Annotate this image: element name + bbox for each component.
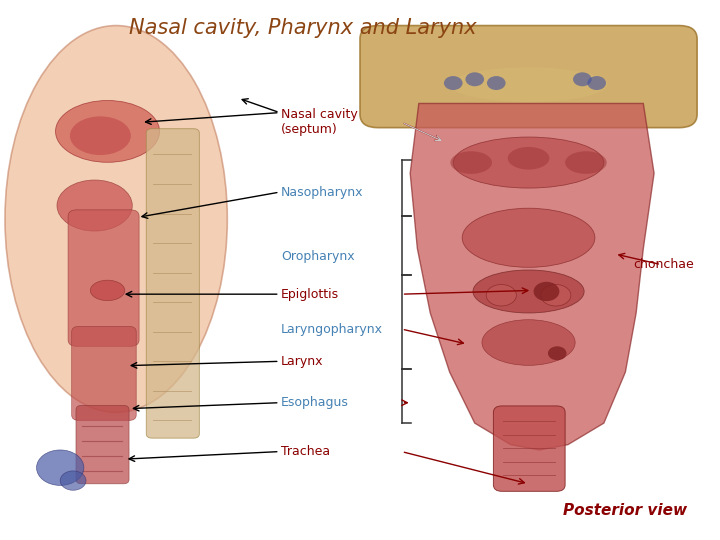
FancyBboxPatch shape xyxy=(72,326,136,421)
Ellipse shape xyxy=(486,285,516,306)
Circle shape xyxy=(534,282,559,301)
Text: Larynx: Larynx xyxy=(281,355,323,368)
Text: Posterior view: Posterior view xyxy=(563,503,688,518)
Text: Nasal cavity
(septum): Nasal cavity (septum) xyxy=(281,108,358,136)
Ellipse shape xyxy=(565,151,607,174)
Ellipse shape xyxy=(70,116,131,155)
Text: Nasal cavity, Pharynx and Larynx: Nasal cavity, Pharynx and Larynx xyxy=(129,17,477,37)
Circle shape xyxy=(573,72,592,86)
Circle shape xyxy=(60,471,86,490)
Ellipse shape xyxy=(90,280,125,301)
FancyBboxPatch shape xyxy=(76,406,129,484)
FancyBboxPatch shape xyxy=(360,25,697,127)
Circle shape xyxy=(37,450,84,485)
Text: Laryngopharynx: Laryngopharynx xyxy=(281,322,383,335)
FancyBboxPatch shape xyxy=(68,210,139,346)
Ellipse shape xyxy=(462,208,595,267)
Polygon shape xyxy=(410,104,654,450)
Circle shape xyxy=(588,76,606,90)
Ellipse shape xyxy=(450,67,608,102)
Circle shape xyxy=(444,76,462,90)
Ellipse shape xyxy=(482,320,575,366)
Text: Nasopharynx: Nasopharynx xyxy=(281,186,364,199)
Ellipse shape xyxy=(508,147,549,170)
Text: Oropharynx: Oropharynx xyxy=(281,250,355,263)
Circle shape xyxy=(487,76,505,90)
Text: Epiglottis: Epiglottis xyxy=(281,288,339,301)
Text: chonchae: chonchae xyxy=(633,258,693,271)
Ellipse shape xyxy=(541,285,571,306)
Ellipse shape xyxy=(55,100,160,163)
Ellipse shape xyxy=(451,151,492,174)
Circle shape xyxy=(465,72,484,86)
Ellipse shape xyxy=(473,270,584,313)
Ellipse shape xyxy=(5,25,228,413)
Ellipse shape xyxy=(57,180,132,231)
FancyBboxPatch shape xyxy=(146,129,199,438)
Ellipse shape xyxy=(453,137,604,188)
Text: Esophagus: Esophagus xyxy=(281,396,349,409)
FancyBboxPatch shape xyxy=(493,406,565,491)
Text: Trachea: Trachea xyxy=(281,445,330,458)
Circle shape xyxy=(548,346,567,360)
